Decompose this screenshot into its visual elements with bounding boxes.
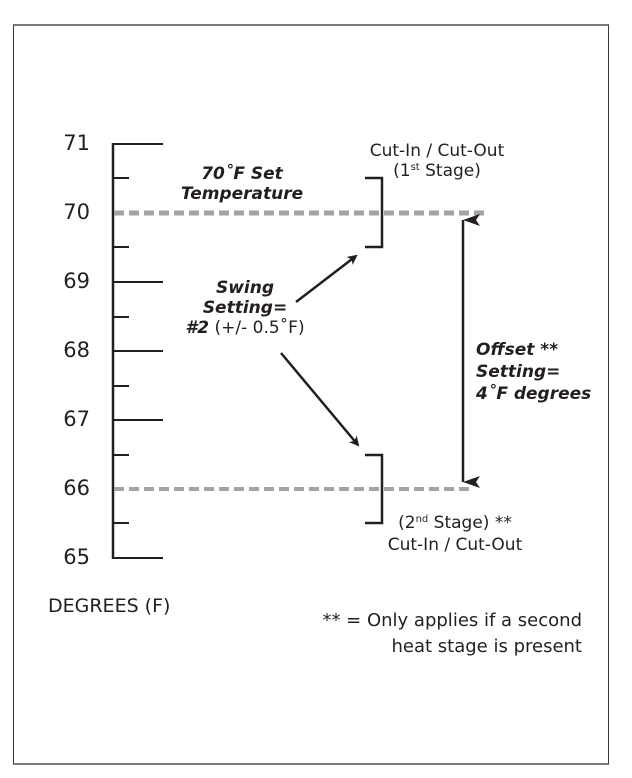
tick-label-70: 70 [63,200,90,224]
temperature-axis [111,143,163,559]
swing-arrow-down [280,352,360,447]
footnote-line2: heat stage is present [391,636,582,657]
offset-label-line2: Setting= [476,362,561,382]
first-stage-label-line2: (1st Stage) [393,161,481,181]
swing-label-line3: #2 (+/- 0.5˚F) [185,318,305,338]
second-stage-label-line2: Cut-In / Cut-Out [387,535,523,555]
axis-title: DEGREES (F) [48,595,171,617]
tick-label-69: 69 [63,269,90,293]
set-temperature-label-line2: Temperature [180,184,304,204]
tick-label-66: 66 [63,476,90,500]
offset-label-line1: Offset ** [476,340,559,360]
figure-frame [13,24,609,765]
swing-label-line2: Setting= [202,298,288,318]
tick-label-68: 68 [63,338,90,362]
tick-label-65: 65 [63,545,90,569]
first-stage-bracket [365,176,384,249]
set-temperature-label-line1: 70˚F Set [201,164,283,184]
swing-arrow-up [295,254,358,303]
tick-label-71: 71 [63,131,90,155]
offset-label-line3: 4˚F degrees [476,384,592,404]
tick-label-67: 67 [63,407,90,431]
swing-label-line1: Swing [215,278,275,298]
second-stage-bracket [365,453,384,525]
second-stage-label-line1: (2nd Stage) ** [398,513,512,533]
first-stage-label-line1: Cut-In / Cut-Out [369,141,505,161]
footnote-line1: ** = Only applies if a second [322,610,582,631]
